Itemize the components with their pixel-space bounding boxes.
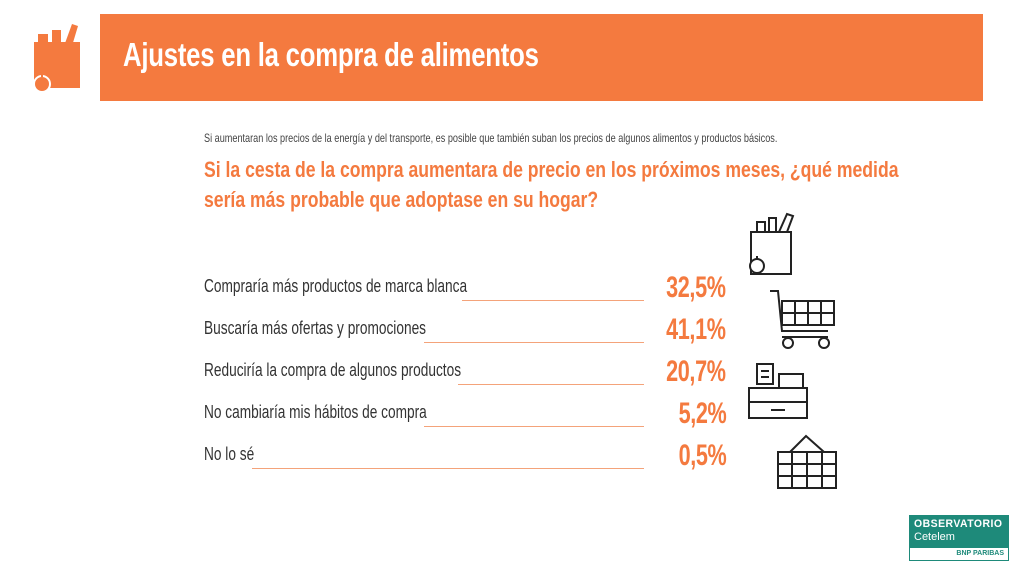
answer-value: 5,2% [678,397,726,430]
shopping-cart-icon [768,287,840,356]
answer-leader-line [424,342,644,343]
answers-chart: Compraría más productos de marca blanca … [204,265,734,475]
grocery-bag-logo-icon [28,20,86,98]
brand-name: OBSERVATORIO [914,518,1003,530]
answer-label: Compraría más productos de marca blanca [204,276,468,296]
answer-label: No lo sé [204,444,255,464]
answer-value: 32,5% [666,271,727,304]
answer-label: Buscaría más ofertas y promociones [204,318,427,338]
question-line-2: sería más probable que adoptase en su ho… [204,187,599,212]
answer-leader-line [424,426,644,427]
observatorio-cetelem-logo: OBSERVATORIO Cetelem BNP PARIBAS [909,515,1009,561]
brand-sub: Cetelem [914,531,955,543]
answer-value: 41,1% [666,313,727,346]
answer-leader-line [462,300,644,301]
answer-value: 20,7% [666,355,727,388]
answer-label: Reduciría la compra de algunos productos [204,360,462,380]
header-band: Ajustes en la compra de alimentos [100,14,983,101]
grocery-bag-icon [745,212,801,283]
answer-row: Buscaría más ofertas y promociones 41,1% [204,307,727,347]
answer-leader-line [458,384,644,385]
answer-row: No lo sé 0,5% [204,433,726,473]
survey-question: Si la cesta de la compra aumentara de pr… [204,155,899,215]
answer-label: No cambiaría mis hábitos de compra [204,402,427,422]
answer-row: No cambiaría mis hábitos de compra 5,2% [204,391,726,431]
intro-text: Si aumentaran los precios de la energía … [204,131,778,145]
page-title: Ajustes en la compra de alimentos [123,36,539,73]
cash-register-icon [745,360,811,427]
shopping-basket-icon [772,432,842,497]
answer-row: Compraría más productos de marca blanca … [204,265,727,305]
answer-row: Reduciría la compra de algunos productos… [204,349,727,389]
brand-group: BNP PARIBAS [956,550,1004,557]
answer-leader-line [252,468,644,469]
question-line-1: Si la cesta de la compra aumentara de pr… [204,157,899,182]
answer-value: 0,5% [678,439,726,472]
brand-strip: BNP PARIBAS [909,547,1009,561]
